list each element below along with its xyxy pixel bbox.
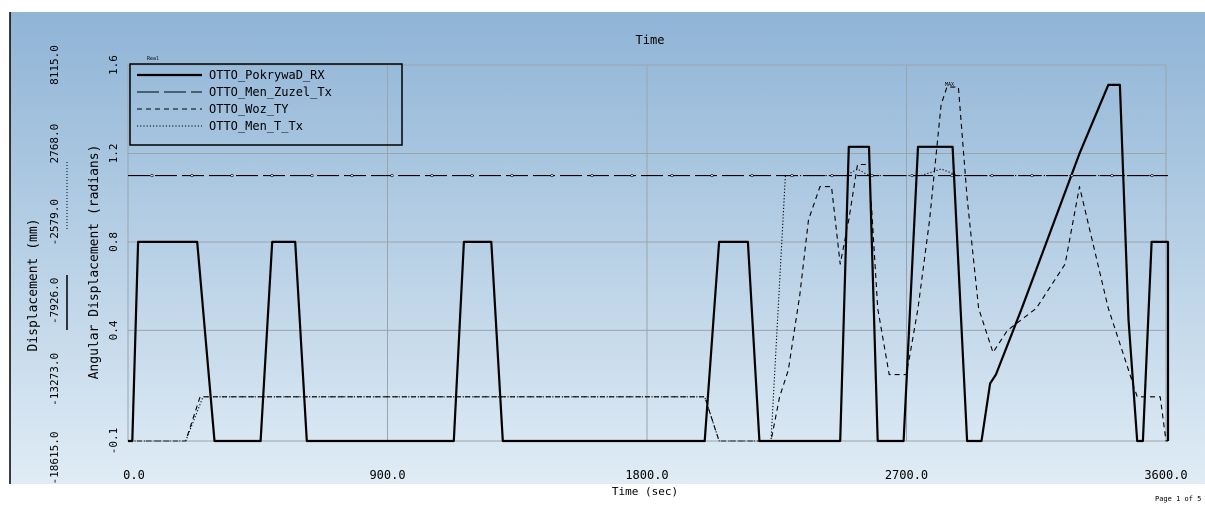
x-tick-label: 1800.0	[625, 468, 668, 482]
x-tick-label: 3600.0	[1144, 468, 1187, 482]
plot-background	[10, 12, 1205, 484]
series-marker	[550, 174, 554, 178]
legend-label-4: OTTO_Men_T_Tx	[209, 119, 303, 133]
series-marker	[350, 174, 354, 178]
series-marker	[470, 174, 474, 178]
x-tick-label: 0.0	[123, 468, 145, 482]
y-tick-inner-label: -0.1	[107, 428, 120, 455]
x-axis-label: Time (sec)	[612, 485, 678, 498]
legend-box	[129, 63, 403, 146]
series-marker	[1110, 174, 1114, 178]
series-marker	[430, 174, 434, 178]
series-marker	[870, 174, 874, 178]
corner-tag: Real	[147, 56, 159, 62]
y-tick-outer-label: -13273.0	[48, 353, 61, 406]
legend: OTTO_PokrywaD_RX OTTO_Men_Zuzel_Tx OTTO_Wo…	[129, 63, 403, 146]
y-axis-outer-ticks: -18615.0 -13273.0 -7926.0 -2579.0 2768.0 8115…	[48, 45, 61, 484]
series-marker	[750, 174, 754, 178]
series-marker	[190, 174, 194, 178]
series-line-3	[128, 86, 1168, 442]
max-annotation: MAX	[945, 82, 954, 88]
y-tick-outer-label: -7926.0	[48, 278, 61, 324]
series-marker	[590, 174, 594, 178]
series-marker	[1070, 174, 1074, 178]
page-label: Page 1 of 5	[1155, 495, 1201, 503]
legend-label-1: OTTO_PokrywaD_RX	[209, 68, 325, 82]
x-axis-ticks: 0.0 900.0 1800.0 2700.0 3600.0	[123, 468, 1188, 482]
series-layer	[128, 83, 1170, 443]
series-marker	[1030, 174, 1034, 178]
legend-label-3: OTTO_Woz_TY	[209, 102, 289, 116]
y-tick-outer-label: 2768.0	[48, 124, 61, 164]
series-marker	[830, 174, 834, 178]
series-marker	[270, 174, 274, 178]
x-tick-label: 900.0	[369, 468, 405, 482]
series-marker	[230, 174, 234, 178]
y-tick-inner-label: 1.2	[107, 144, 120, 164]
series-marker	[150, 174, 154, 178]
y-tick-inner-label: 0.8	[107, 232, 120, 252]
y-axis-inner-label: Angular Displacement (radians)	[87, 145, 102, 380]
legend-label-2: OTTO_Men_Zuzel_Tx	[209, 85, 332, 99]
y-tick-inner-label: 1.6	[107, 55, 120, 75]
y-tick-outer-label: -18615.0	[48, 432, 61, 485]
series-marker	[670, 174, 674, 178]
series-line-1	[128, 83, 1170, 443]
series-marker	[710, 174, 714, 178]
series-marker	[310, 174, 314, 178]
y-axis-inner-ticks: -0.1 0.4 0.8 1.2 1.6	[107, 55, 120, 454]
series-marker	[630, 174, 634, 178]
y-tick-inner-label: 0.4	[107, 320, 120, 340]
series-marker	[990, 174, 994, 178]
y-axis-outer-label: Displacement (mm)	[26, 218, 41, 351]
x-tick-label: 2700.0	[885, 468, 928, 482]
series-marker	[790, 174, 794, 178]
series-marker	[1150, 174, 1154, 178]
series-marker	[390, 174, 394, 178]
y-tick-outer-label: 8115.0	[48, 45, 61, 85]
series-marker	[950, 174, 954, 178]
chart-title: Time	[636, 33, 665, 47]
series-marker	[510, 174, 514, 178]
series-marker	[910, 174, 914, 178]
y-tick-outer-label: -2579.0	[48, 199, 61, 245]
